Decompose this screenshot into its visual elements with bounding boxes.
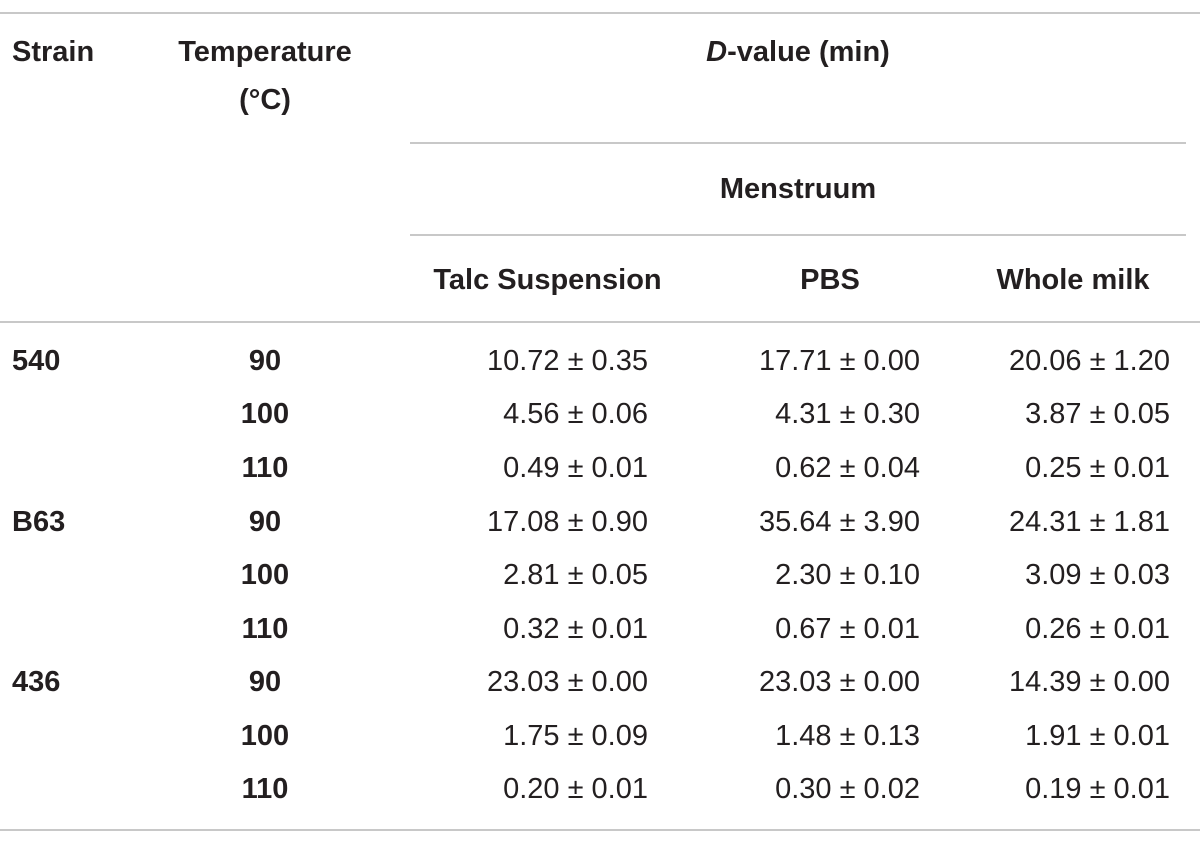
d-value-italic-d: D [706, 36, 728, 68]
header-menstruum: Menstruum [719, 173, 877, 205]
cell-pbs: 35.64 ± 3.90 [758, 506, 920, 538]
cell-whole-milk: 0.19 ± 0.01 [1025, 773, 1170, 805]
header-strain: Strain [12, 36, 95, 68]
cell-pbs: 0.67 ± 0.01 [775, 613, 920, 645]
cell-pbs: 23.03 ± 0.00 [758, 666, 920, 698]
header-col-milk: Whole milk [996, 264, 1150, 296]
cell-whole-milk: 20.06 ± 1.20 [1008, 345, 1170, 377]
cell-whole-milk: 0.25 ± 0.01 [1025, 452, 1170, 484]
cell-pbs: 4.31 ± 0.30 [775, 398, 920, 430]
cell-talc-suspension: 1.75 ± 0.09 [503, 720, 648, 752]
top-rule [0, 12, 1200, 14]
header-temperature: Temperature [178, 36, 352, 68]
cell-strain: 540 [12, 345, 61, 377]
cell-temperature: 100 [240, 720, 290, 752]
cell-strain: B63 [12, 506, 66, 538]
cell-talc-suspension: 0.20 ± 0.01 [503, 773, 648, 805]
cell-temperature: 110 [241, 773, 289, 805]
cell-temperature: 100 [240, 398, 290, 430]
cell-talc-suspension: 0.49 ± 0.01 [503, 452, 648, 484]
cell-whole-milk: 1.91 ± 0.01 [1025, 720, 1170, 752]
cell-temperature: 110 [241, 613, 289, 645]
cell-whole-milk: 3.87 ± 0.05 [1025, 398, 1170, 430]
cell-temperature: 90 [248, 506, 282, 538]
cell-temperature: 90 [248, 345, 282, 377]
header-d-value: D-value (min) [410, 35, 1186, 69]
cell-pbs: 0.30 ± 0.02 [775, 773, 920, 805]
cell-whole-milk: 3.09 ± 0.03 [1025, 559, 1170, 591]
cell-strain: 436 [12, 666, 61, 698]
header-bottom-rule [0, 321, 1200, 323]
cell-temperature: 100 [240, 559, 290, 591]
header-col-pbs: PBS [800, 264, 860, 296]
cell-talc-suspension: 23.03 ± 0.00 [486, 666, 648, 698]
cell-pbs: 2.30 ± 0.10 [775, 559, 920, 591]
cell-pbs: 17.71 ± 0.00 [758, 345, 920, 377]
cell-talc-suspension: 10.72 ± 0.35 [486, 345, 648, 377]
d-value-rest: -value (min) [727, 36, 890, 68]
cell-whole-milk: 14.39 ± 0.00 [1008, 666, 1170, 698]
bottom-rule [0, 829, 1200, 831]
menstruum-rule [410, 234, 1186, 236]
d-value-rule [410, 142, 1186, 144]
cell-pbs: 0.62 ± 0.04 [775, 452, 920, 484]
cell-whole-milk: 24.31 ± 1.81 [1008, 506, 1170, 538]
header-col-talc: Talc Suspension [433, 264, 662, 296]
cell-temperature: 110 [241, 452, 289, 484]
cell-talc-suspension: 0.32 ± 0.01 [503, 613, 648, 645]
cell-pbs: 1.48 ± 0.13 [775, 720, 920, 752]
cell-whole-milk: 0.26 ± 0.01 [1025, 613, 1170, 645]
cell-talc-suspension: 2.81 ± 0.05 [503, 559, 648, 591]
cell-talc-suspension: 4.56 ± 0.06 [503, 398, 648, 430]
cell-temperature: 90 [248, 666, 282, 698]
header-temperature-unit: (°C) [239, 84, 291, 116]
cell-talc-suspension: 17.08 ± 0.90 [486, 506, 648, 538]
